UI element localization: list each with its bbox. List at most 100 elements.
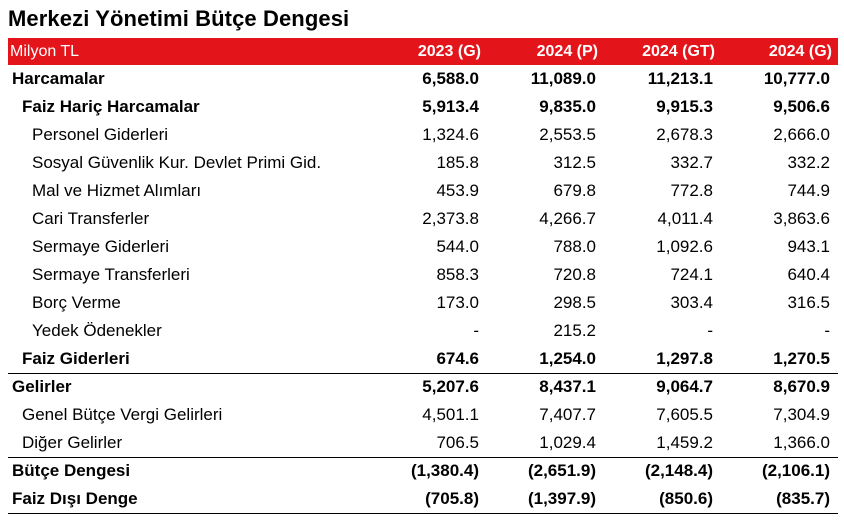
table-row: Genel Bütçe Vergi Gelirleri 4,501.1 7,40…: [8, 401, 838, 429]
cell-value: 7,407.7: [539, 405, 596, 424]
cell-value: 5,913.4: [422, 97, 479, 116]
cell-value: 720.8: [553, 265, 596, 284]
cell-value: -: [824, 321, 830, 340]
cell-value: 11,089.0: [530, 69, 596, 88]
column-header: 2024 (G): [768, 42, 832, 60]
cell-value: 332.7: [670, 153, 713, 172]
cell-value: 640.4: [787, 265, 830, 284]
cell-value: (2,651.9): [487, 456, 604, 485]
unit-header: Milyon TL: [10, 42, 80, 60]
cell-value: 943.1: [787, 237, 830, 256]
cell-value: 1,270.5: [773, 348, 830, 368]
cell-value: 1,092.6: [656, 237, 713, 256]
row-label: Gelirler: [8, 372, 370, 401]
table-row: Sosyal Güvenlik Kur. Devlet Primi Gid. 1…: [8, 149, 838, 177]
row-label: Borç Verme: [32, 293, 121, 312]
cell-value: 332.2: [787, 153, 830, 172]
cell-value: 7,304.9: [773, 405, 830, 424]
row-label: Bütçe Dengesi: [8, 456, 370, 485]
table-row: Faiz Hariç Harcamalar 5,913.4 9,835.0 9,…: [8, 93, 838, 121]
cell-value: 1,324.6: [422, 125, 479, 144]
cell-value: 679.8: [553, 181, 596, 200]
cell-value: 858.3: [436, 265, 479, 284]
row-label: Personel Giderleri: [32, 125, 169, 144]
table-row: Bütçe Dengesi (1,380.4) (2,651.9) (2,148…: [8, 456, 838, 485]
cell-value: 4,501.1: [422, 405, 479, 424]
cell-value: 185.8: [436, 153, 479, 172]
table-row: Gelirler 5,207.6 8,437.1 9,064.7 8,670.9: [8, 372, 838, 401]
cell-value: -: [473, 321, 479, 340]
cell-value: (850.6): [604, 485, 721, 514]
cell-value: 772.8: [670, 181, 713, 200]
column-header: 2023 (G): [417, 42, 481, 60]
cell-value: 2,373.8: [422, 209, 479, 228]
table-row: Sermaye Giderleri 544.0 788.0 1,092.6 94…: [8, 233, 838, 261]
table-row: Borç Verme 173.0 298.5 303.4 316.5: [8, 289, 838, 317]
row-label: Mal ve Hizmet Alımları: [32, 181, 202, 200]
table-row: Diğer Gelirler 706.5 1,029.4 1,459.2 1,3…: [8, 429, 838, 457]
cell-value: 9,506.6: [773, 97, 830, 116]
row-label: Faiz Dışı Denge: [8, 485, 370, 514]
cell-value: 544.0: [436, 237, 479, 256]
column-header: 2024 (GT): [642, 42, 715, 60]
cell-value: 724.1: [670, 265, 713, 284]
cell-value: 9,064.7: [604, 372, 721, 401]
cell-value: 173.0: [436, 293, 479, 312]
table-row: Mal ve Hizmet Alımları 453.9 679.8 772.8…: [8, 177, 838, 205]
budget-table: Milyon TL 2023 (G) 2024 (P) 2024 (GT) 20…: [8, 38, 838, 514]
cell-value: 9,835.0: [539, 97, 596, 116]
column-header: 2024 (P): [536, 42, 598, 60]
row-label: Faiz Hariç Harcamalar: [22, 97, 200, 116]
cell-value: 9,915.3: [656, 97, 713, 116]
cell-value: 312.5: [553, 153, 596, 172]
cell-value: 1,459.2: [656, 432, 713, 452]
page-title: Merkezi Yönetimi Bütçe Dengesi: [8, 6, 350, 31]
cell-value: 1,366.0: [773, 432, 830, 452]
cell-value: (1,397.9): [487, 485, 604, 514]
row-label: Genel Bütçe Vergi Gelirleri: [22, 405, 223, 424]
cell-value: 4,266.7: [539, 209, 596, 228]
cell-value: 1,029.4: [539, 432, 596, 452]
cell-value: 298.5: [553, 293, 596, 312]
table-row: Faiz Giderleri 674.6 1,254.0 1,297.8 1,2…: [8, 345, 838, 373]
table-row: Sermaye Transferleri 858.3 720.8 724.1 6…: [8, 261, 838, 289]
cell-value: 1,254.0: [539, 348, 596, 368]
cell-value: 2,666.0: [773, 125, 830, 144]
cell-value: 674.6: [436, 348, 479, 368]
cell-value: 2,553.5: [539, 125, 596, 144]
cell-value: 788.0: [553, 237, 596, 256]
cell-value: 4,011.4: [657, 209, 713, 228]
cell-value: 215.2: [553, 321, 596, 340]
table-row: Faiz Dışı Denge (705.8) (1,397.9) (850.6…: [8, 485, 838, 514]
cell-value: 303.4: [670, 293, 713, 312]
cell-value: 3,863.6: [773, 209, 830, 228]
cell-value: 7,605.5: [656, 405, 713, 424]
cell-value: 1,297.8: [656, 348, 713, 368]
row-label: Faiz Giderleri: [22, 348, 130, 368]
row-label: Sermaye Giderleri: [32, 237, 169, 256]
cell-value: 10,777.0: [763, 69, 830, 88]
row-label: Diğer Gelirler: [22, 432, 123, 452]
cell-value: (2,148.4): [604, 456, 721, 485]
cell-value: -: [707, 321, 713, 340]
cell-value: (705.8): [370, 485, 487, 514]
cell-value: (1,380.4): [370, 456, 487, 485]
table-row: Cari Transferler 2,373.8 4,266.7 4,011.4…: [8, 205, 838, 233]
cell-value: 744.9: [787, 181, 830, 200]
row-label: Sosyal Güvenlik Kur. Devlet Primi Gid.: [32, 153, 322, 172]
cell-value: (2,106.1): [721, 456, 838, 485]
cell-value: 5,207.6: [370, 372, 487, 401]
row-label: Harcamalar: [12, 69, 105, 88]
table-header-row: Milyon TL 2023 (G) 2024 (P) 2024 (GT) 20…: [8, 38, 838, 65]
row-label: Yedek Ödenekler: [32, 321, 162, 340]
row-label: Cari Transferler: [32, 209, 150, 228]
row-label: Sermaye Transferleri: [32, 265, 190, 284]
table-row: Yedek Ödenekler - 215.2 - -: [8, 317, 838, 345]
table-row: Harcamalar 6,588.0 11,089.0 11,213.1 10,…: [8, 65, 838, 93]
cell-value: 8,670.9: [721, 372, 838, 401]
cell-value: (835.7): [721, 485, 838, 514]
cell-value: 316.5: [787, 293, 830, 312]
cell-value: 11,213.1: [647, 69, 713, 88]
cell-value: 453.9: [436, 181, 479, 200]
cell-value: 706.5: [436, 432, 479, 452]
